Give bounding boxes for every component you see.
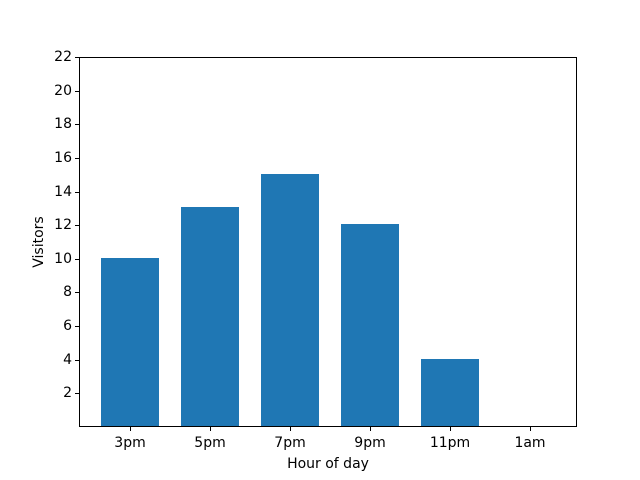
x-tick-label: 1am (514, 435, 546, 451)
x-tick-mark (530, 427, 531, 431)
x-tick-label: 11pm (429, 435, 471, 451)
x-tick-mark (210, 427, 211, 431)
bar-11pm (421, 358, 479, 426)
x-tick-label: 5pm (194, 435, 226, 451)
y-tick-label: 20 (54, 83, 72, 99)
x-tick-mark (370, 427, 371, 431)
x-axis-label: Hour of day (287, 456, 369, 472)
x-tick-mark (130, 427, 131, 431)
y-tick-mark (75, 91, 79, 92)
y-tick-mark (75, 292, 79, 293)
plot-area (79, 57, 577, 427)
y-tick-mark (75, 57, 79, 58)
y-tick-label: 18 (54, 116, 72, 132)
y-tick-label: 6 (63, 318, 72, 334)
y-tick-mark (75, 259, 79, 260)
x-tick-label: 9pm (354, 435, 386, 451)
y-tick-label: 12 (54, 217, 72, 233)
y-tick-mark (75, 326, 79, 327)
bar-9pm (341, 224, 399, 426)
y-tick-label: 2 (63, 385, 72, 401)
bar-7pm (261, 173, 319, 426)
y-tick-mark (75, 225, 79, 226)
y-tick-mark (75, 393, 79, 394)
y-tick-label: 22 (54, 49, 72, 65)
bar-5pm (181, 207, 239, 426)
y-tick-mark (75, 124, 79, 125)
y-tick-mark (75, 360, 79, 361)
y-tick-label: 8 (63, 284, 72, 300)
x-tick-mark (290, 427, 291, 431)
x-tick-label: 7pm (274, 435, 306, 451)
y-tick-mark (75, 158, 79, 159)
y-tick-label: 16 (54, 150, 72, 166)
bar-3pm (101, 257, 159, 426)
y-tick-label: 10 (54, 251, 72, 267)
x-tick-label: 3pm (114, 435, 146, 451)
y-tick-label: 4 (63, 352, 72, 368)
y-tick-mark (75, 192, 79, 193)
y-tick-label: 14 (54, 184, 72, 200)
x-tick-mark (450, 427, 451, 431)
